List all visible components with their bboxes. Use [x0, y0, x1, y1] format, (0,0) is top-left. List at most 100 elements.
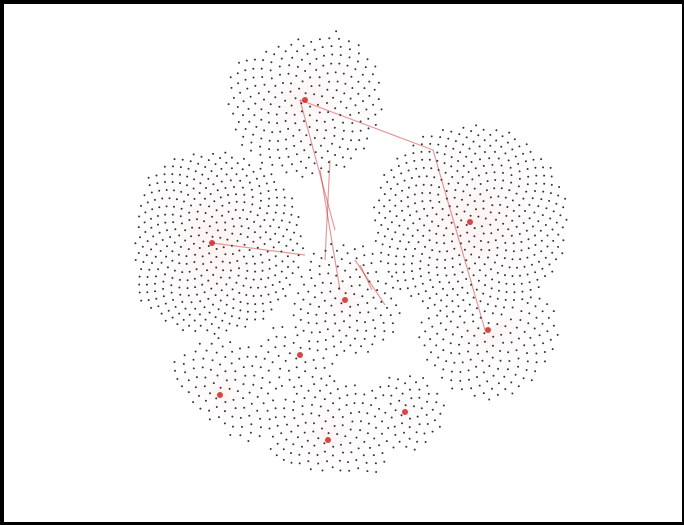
node — [508, 266, 511, 269]
node — [497, 382, 500, 385]
node — [315, 68, 318, 71]
node — [546, 330, 549, 333]
node — [473, 334, 476, 337]
node — [290, 430, 293, 433]
node — [284, 50, 287, 53]
node — [302, 44, 305, 47]
node — [349, 305, 352, 308]
node — [198, 342, 201, 345]
node — [287, 266, 289, 268]
node — [211, 215, 214, 218]
node — [496, 246, 499, 249]
node — [545, 207, 548, 210]
node — [291, 56, 294, 59]
node — [250, 149, 252, 152]
node — [224, 401, 227, 403]
node — [214, 163, 217, 166]
node — [138, 291, 141, 294]
node — [278, 226, 280, 229]
node — [441, 218, 444, 221]
node — [394, 194, 397, 196]
node — [431, 408, 434, 411]
node — [465, 136, 468, 139]
node — [380, 300, 383, 303]
node — [407, 205, 410, 208]
node — [278, 281, 281, 283]
node — [515, 326, 518, 329]
node — [274, 407, 277, 410]
node — [333, 134, 336, 137]
node — [491, 344, 494, 347]
node — [340, 302, 343, 305]
node — [266, 212, 269, 215]
node — [527, 322, 530, 325]
node — [239, 179, 242, 182]
hub — [485, 327, 491, 333]
node — [365, 108, 368, 111]
node — [338, 408, 341, 411]
node — [548, 199, 551, 202]
node — [427, 392, 430, 395]
node — [304, 361, 307, 364]
node — [189, 160, 192, 163]
node — [192, 242, 195, 245]
node — [479, 240, 482, 242]
node — [506, 141, 509, 144]
node — [429, 192, 431, 194]
node — [455, 213, 458, 216]
node — [302, 247, 304, 250]
node — [493, 171, 496, 174]
node — [480, 248, 483, 251]
node — [428, 297, 431, 300]
node — [216, 189, 219, 192]
node — [293, 400, 295, 403]
node — [311, 403, 313, 406]
node — [520, 310, 523, 313]
node — [353, 248, 356, 251]
node — [303, 283, 305, 286]
node — [335, 164, 338, 167]
node — [261, 302, 264, 305]
node — [187, 379, 190, 382]
node — [488, 398, 491, 401]
node — [407, 169, 410, 172]
node — [411, 255, 414, 257]
node — [396, 183, 399, 186]
node — [378, 199, 381, 202]
node — [443, 153, 446, 156]
node — [435, 293, 438, 295]
node — [411, 270, 413, 273]
node — [359, 129, 362, 132]
node — [363, 87, 366, 90]
node — [291, 197, 294, 200]
node — [415, 167, 418, 170]
node — [179, 278, 181, 281]
node — [355, 268, 358, 271]
node — [410, 397, 413, 400]
node — [437, 143, 440, 146]
node — [473, 245, 476, 248]
node — [336, 80, 339, 83]
node — [374, 65, 377, 68]
node — [445, 328, 447, 331]
node — [450, 130, 453, 133]
node — [231, 232, 234, 235]
node — [470, 130, 473, 133]
node — [282, 212, 285, 215]
node — [244, 69, 247, 72]
node — [471, 178, 474, 181]
hub — [209, 240, 215, 246]
node — [500, 164, 503, 167]
node — [322, 64, 325, 67]
node — [389, 187, 392, 190]
node — [148, 268, 151, 271]
node — [333, 314, 336, 316]
node — [330, 304, 333, 307]
node — [242, 383, 245, 386]
node — [204, 166, 207, 168]
node — [303, 431, 306, 434]
node — [225, 303, 228, 306]
node — [343, 165, 346, 168]
node — [506, 206, 509, 208]
node — [259, 145, 262, 148]
